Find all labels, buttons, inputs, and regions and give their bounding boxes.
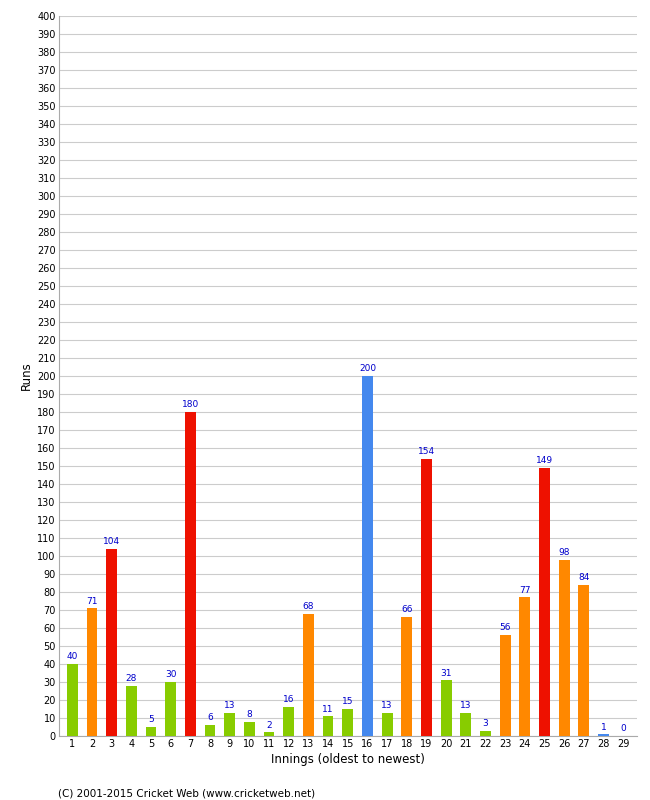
Y-axis label: Runs: Runs: [20, 362, 33, 390]
X-axis label: Innings (oldest to newest): Innings (oldest to newest): [271, 753, 424, 766]
Bar: [382, 713, 393, 736]
Bar: [421, 459, 432, 736]
Text: 180: 180: [182, 400, 199, 410]
Text: 1: 1: [601, 722, 606, 731]
Text: 200: 200: [359, 364, 376, 374]
Text: 77: 77: [519, 586, 530, 594]
Bar: [322, 716, 333, 736]
Bar: [500, 635, 511, 736]
Bar: [519, 598, 530, 736]
Text: 71: 71: [86, 597, 98, 606]
Text: 0: 0: [620, 724, 626, 734]
Bar: [165, 682, 176, 736]
Bar: [283, 707, 294, 736]
Bar: [205, 726, 215, 736]
Bar: [539, 468, 550, 736]
Text: 31: 31: [441, 669, 452, 678]
Text: 6: 6: [207, 714, 213, 722]
Text: 30: 30: [165, 670, 176, 679]
Bar: [578, 585, 590, 736]
Text: 104: 104: [103, 537, 120, 546]
Text: 66: 66: [401, 606, 413, 614]
Bar: [146, 727, 157, 736]
Text: 3: 3: [482, 719, 488, 728]
Bar: [441, 680, 452, 736]
Text: 13: 13: [382, 701, 393, 710]
Bar: [480, 730, 491, 736]
Text: 149: 149: [536, 456, 553, 465]
Bar: [126, 686, 136, 736]
Text: 2: 2: [266, 721, 272, 730]
Text: 16: 16: [283, 695, 294, 705]
Text: 84: 84: [578, 573, 590, 582]
Text: 11: 11: [322, 705, 334, 714]
Text: 154: 154: [418, 447, 435, 456]
Text: 28: 28: [125, 674, 137, 683]
Bar: [86, 608, 98, 736]
Text: 15: 15: [342, 698, 354, 706]
Bar: [264, 733, 274, 736]
Bar: [185, 412, 196, 736]
Text: 5: 5: [148, 715, 154, 724]
Bar: [67, 664, 78, 736]
Bar: [343, 709, 353, 736]
Bar: [224, 713, 235, 736]
Text: 40: 40: [66, 652, 78, 662]
Text: 13: 13: [224, 701, 235, 710]
Bar: [559, 560, 569, 736]
Text: 13: 13: [460, 701, 471, 710]
Bar: [401, 618, 412, 736]
Bar: [244, 722, 255, 736]
Bar: [460, 713, 471, 736]
Text: (C) 2001-2015 Cricket Web (www.cricketweb.net): (C) 2001-2015 Cricket Web (www.cricketwe…: [58, 788, 316, 798]
Text: 8: 8: [246, 710, 252, 719]
Bar: [106, 549, 117, 736]
Bar: [303, 614, 314, 736]
Bar: [598, 734, 609, 736]
Text: 98: 98: [558, 548, 570, 557]
Text: 56: 56: [499, 623, 511, 633]
Text: 68: 68: [303, 602, 314, 611]
Bar: [362, 376, 373, 736]
